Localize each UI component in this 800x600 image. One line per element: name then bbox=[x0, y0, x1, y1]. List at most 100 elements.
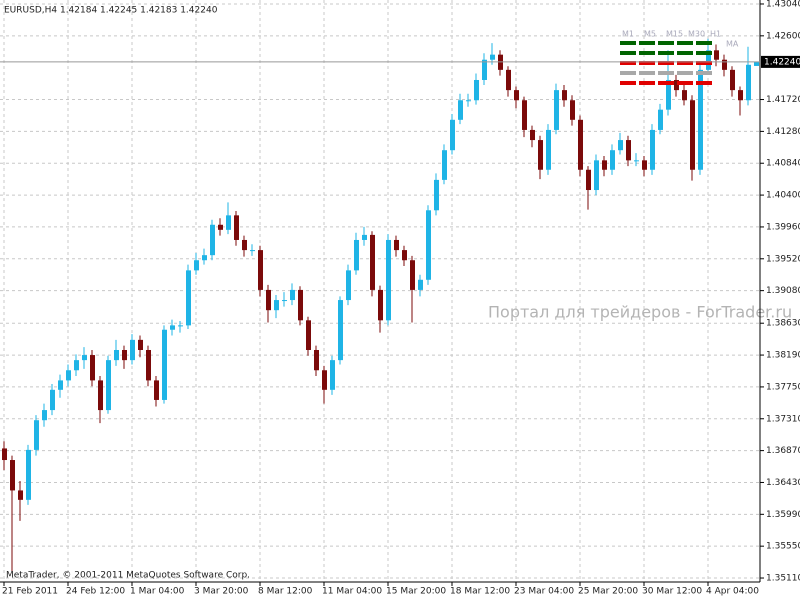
candle-body bbox=[218, 224, 223, 230]
candle-body bbox=[426, 210, 431, 280]
candle-body bbox=[66, 370, 71, 381]
candle-body bbox=[618, 140, 623, 151]
candle-body bbox=[546, 129, 551, 170]
candle-body bbox=[738, 90, 743, 101]
indicator-panel: M1 M5 M15 M30 H1 MA bbox=[620, 30, 739, 85]
last-price-box bbox=[761, 55, 800, 68]
x-tick-label: 30 Mar 12:00 bbox=[642, 587, 702, 597]
candle-body bbox=[234, 215, 239, 240]
candle-body bbox=[554, 90, 559, 130]
candles bbox=[2, 38, 759, 572]
panel-signal bbox=[677, 71, 693, 75]
candle-body bbox=[578, 119, 583, 170]
candle-body bbox=[714, 50, 719, 60]
y-tick-label: 1.40840 bbox=[766, 159, 800, 169]
candle-body bbox=[386, 239, 391, 321]
y-tick-label: 1.39520 bbox=[766, 254, 800, 264]
candle-body bbox=[242, 239, 247, 251]
candle-body bbox=[442, 150, 447, 180]
candle-body bbox=[586, 169, 591, 191]
candle-body bbox=[682, 90, 687, 101]
candle-body bbox=[210, 224, 215, 256]
candle-body bbox=[178, 325, 183, 327]
y-tick-label: 1.35550 bbox=[766, 542, 800, 552]
candle-body bbox=[474, 79, 479, 101]
panel-row-label: MA bbox=[726, 40, 739, 49]
candle-body bbox=[370, 234, 375, 290]
candle-body bbox=[346, 270, 351, 301]
candle-body bbox=[514, 90, 519, 101]
y-tick-label: 1.36870 bbox=[766, 446, 800, 456]
panel-signal bbox=[620, 61, 636, 65]
candle-body bbox=[418, 279, 423, 290]
candle-body bbox=[34, 420, 39, 450]
candle-body bbox=[706, 50, 711, 70]
x-tick-label: 23 Mar 04:00 bbox=[514, 587, 574, 597]
panel-signal bbox=[620, 71, 636, 75]
candle-body bbox=[610, 150, 615, 170]
panel-signal bbox=[639, 71, 655, 75]
candle-body bbox=[114, 349, 119, 361]
y-tick-label: 1.36430 bbox=[766, 478, 800, 488]
candle-body bbox=[258, 250, 263, 290]
candle-body bbox=[522, 100, 527, 130]
copyright: MetaTrader, © 2001-2011 MetaQuotes Softw… bbox=[6, 571, 250, 581]
candle-body bbox=[690, 100, 695, 170]
chart-title: EURUSD,H4 1.42184 1.42245 1.42183 1.4224… bbox=[4, 6, 218, 16]
candle-body bbox=[394, 239, 399, 251]
y-tick-label: 1.38190 bbox=[766, 351, 800, 361]
candle-body bbox=[530, 129, 535, 141]
candle-body bbox=[410, 260, 415, 290]
x-tick-label: 1 Mar 04:00 bbox=[130, 587, 185, 597]
candle-body bbox=[362, 234, 367, 240]
candle-body bbox=[450, 119, 455, 151]
y-tick-label: 1.40400 bbox=[766, 191, 800, 201]
y-tick-label: 1.42600 bbox=[766, 31, 800, 41]
panel-signal bbox=[620, 41, 636, 45]
panel-signal bbox=[620, 51, 636, 55]
panel-signal bbox=[639, 51, 655, 55]
candle-body bbox=[266, 289, 271, 311]
candle-body bbox=[26, 449, 31, 500]
candle-body bbox=[162, 329, 167, 400]
candle-body bbox=[354, 239, 359, 271]
candle-body bbox=[322, 370, 327, 390]
panel-signal bbox=[658, 51, 674, 55]
candle-body bbox=[650, 129, 655, 170]
candle-body bbox=[458, 100, 463, 120]
x-tick-label: 25 Mar 20:00 bbox=[578, 587, 638, 597]
candle-body bbox=[58, 380, 63, 390]
candle-body bbox=[338, 300, 343, 361]
candle-body bbox=[290, 289, 295, 301]
candle-body bbox=[658, 109, 663, 130]
candle-body bbox=[122, 349, 127, 361]
candle-body bbox=[746, 64, 751, 101]
y-tick-label: 1.35110 bbox=[766, 574, 800, 584]
candle-body bbox=[482, 59, 487, 80]
watermark: Портал для трейдеров - ForTrader.ru bbox=[488, 303, 792, 322]
candle-body bbox=[274, 300, 279, 311]
candle-body bbox=[226, 215, 231, 230]
candle-body bbox=[202, 255, 207, 261]
candle-body bbox=[698, 69, 703, 170]
candle-body bbox=[674, 79, 679, 91]
candle-body bbox=[146, 349, 151, 381]
panel-signal bbox=[658, 61, 674, 65]
panel-signal bbox=[639, 81, 655, 85]
panel-column-label: M5 bbox=[644, 30, 656, 39]
y-tick-label: 1.35990 bbox=[766, 510, 800, 520]
candle-body bbox=[42, 410, 47, 421]
panel-signal bbox=[658, 81, 674, 85]
panel-signal bbox=[677, 41, 693, 45]
candle-body bbox=[466, 100, 471, 102]
candle-body bbox=[282, 300, 287, 302]
candle-body bbox=[722, 59, 727, 70]
candle-body bbox=[666, 79, 671, 110]
y-tick-label: 1.39960 bbox=[766, 222, 800, 232]
candle-body bbox=[378, 289, 383, 321]
candle-body bbox=[306, 320, 311, 350]
x-tick-label: 21 Feb 2011 bbox=[2, 587, 58, 597]
y-tick-label: 1.41720 bbox=[766, 95, 800, 105]
